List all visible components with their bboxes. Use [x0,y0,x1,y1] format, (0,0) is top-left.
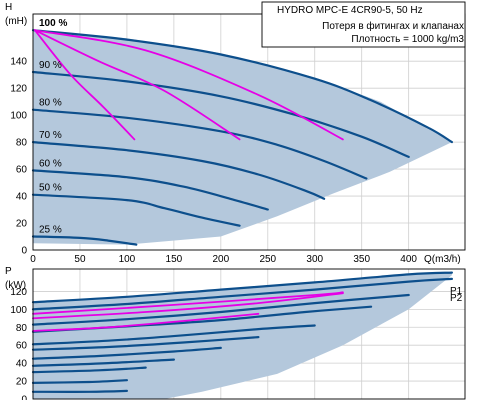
annotation-fittings: Потеря в фитингах и клапанах [322,20,464,32]
power-axis-unit: (kW) [5,280,26,291]
power-y-tick-2: 40 [16,359,28,370]
power-curve-7 [31,358,175,367]
head-y-tick-2: 40 [16,192,28,203]
head-curve-4 [31,169,269,211]
head-curve-5 [31,193,241,227]
power-y-tick-0: 0 [21,395,27,400]
head-x-tick-4: 200 [212,254,229,265]
power-curve-6 [31,346,222,360]
power-label-p1: P1 [450,286,463,297]
power-system-curve-1 [32,292,344,320]
head-curve-label-2: 80 % [39,98,62,109]
head-curve-label-0: 100 % [39,18,67,29]
head-curve-labels: 100 % 90 % 80 % 70 % 60 % 50 % 25 % [39,18,67,235]
power-curve-1 [31,277,453,311]
power-y-tick-6: 120 [10,287,27,298]
head-y-tick-5: 100 [10,111,27,122]
head-curves [31,29,453,246]
head-operating-area [33,30,452,245]
power-curve-4 [31,324,316,346]
head-curve-label-4: 60 % [39,158,62,169]
head-curve-label-6: 25 % [39,225,62,236]
head-curve-label-5: 50 % [39,183,62,194]
annotation-density: Плотность = 1000 kg/m3 [351,34,464,45]
power-curve-9 [31,379,128,384]
power-y-tick-3: 60 [16,341,28,352]
power-y-tick-5: 100 [10,305,27,316]
power-curve-10 [31,389,128,393]
power-axis-symbol: P [5,266,12,277]
head-y-tick-3: 60 [16,165,28,176]
chart-title: HYDRO MPC-E 4CR90-5, 50 Hz [277,5,423,16]
power-curve-8 [31,366,147,374]
power-system-curves [32,291,344,332]
head-x-tick-8: 400 [400,254,417,265]
head-axis-unit: (mH) [5,16,27,27]
head-curve-0 [31,29,453,144]
power-y-tick-4: 80 [16,323,28,334]
head-curve-2 [31,108,368,180]
power-label-p2: P2 [450,293,463,304]
head-x-tick-7: 350 [353,254,370,265]
head-y-tick-4: 80 [16,138,28,149]
power-y-tick-labels: 0 20 40 60 80 100 120 [10,287,27,400]
head-axis-symbol: H [5,2,12,13]
head-y-tick-6: 120 [10,84,27,95]
head-curve-3 [31,141,326,200]
head-system-curves [34,29,344,141]
power-curve-5 [31,336,260,351]
head-y-tick-1: 20 [16,219,28,230]
head-curve-label-1: 90 % [39,60,62,71]
head-x-tick-3: 150 [166,254,183,265]
info-box [261,1,466,48]
power-system-curve-0 [32,312,260,332]
head-system-curve-1 [34,29,241,141]
head-y-tick-0: 0 [21,246,27,257]
head-x-tick-5: 250 [259,254,276,265]
head-x-tick-1: 50 [74,254,86,265]
head-y-tick-7: 140 [10,57,27,68]
head-y-tick-labels: 0 20 40 60 80 100 120 140 [10,57,27,257]
power-curve-0 [31,271,453,304]
head-curve-6 [31,235,138,246]
head-x-tick-6: 300 [306,254,323,265]
head-operating-area-fill [33,30,452,245]
power-system-curve-2 [32,291,344,315]
power-y-tick-1: 20 [16,377,28,388]
head-system-curve-0 [34,29,136,141]
flow-axis-label: Q(m3/h) [424,254,461,265]
head-curve-label-3: 70 % [39,130,62,141]
head-x-tick-0: 0 [30,254,36,265]
head-system-curve-2 [34,29,344,141]
power-plot-frame [32,268,466,400]
power-curve-2 [31,293,410,326]
head-curve-1 [31,70,410,158]
head-plot-frame [32,13,466,251]
head-x-tick-2: 100 [119,254,136,265]
head-x-tick-labels: 0 50 100 150 200 250 300 350 400 [30,254,417,265]
